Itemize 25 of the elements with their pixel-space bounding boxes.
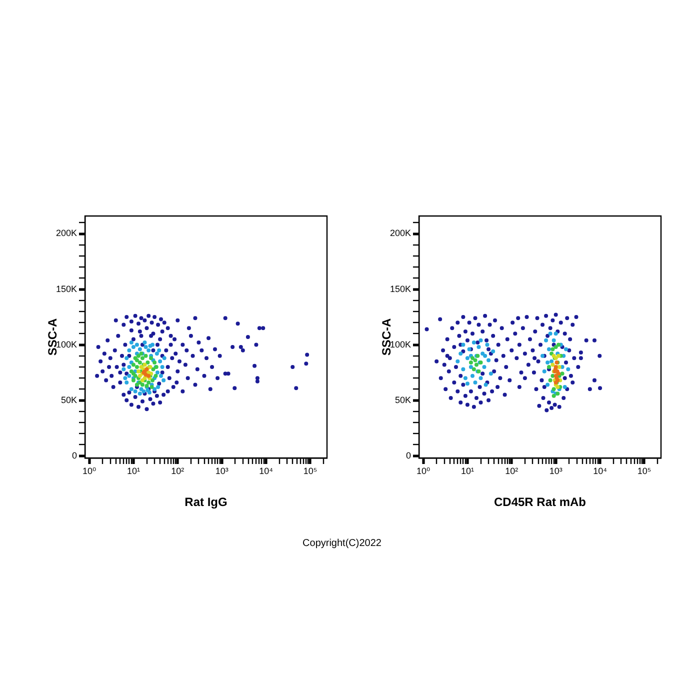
x-axis-title: Rat IgG [184,495,228,510]
x-tick-label: 10³ [215,466,228,476]
x-tick-label: 10³ [549,466,562,476]
y-tick-label: 100K [390,339,411,350]
y-tick-label: 0 [72,450,77,460]
y-tick-label: 200K [56,228,77,238]
y-tick-label: 150K [56,284,77,294]
y-tick-label: 200K [390,228,411,238]
x-tick-label: 10⁰ [416,466,430,476]
x-tick-label: 10² [505,466,518,476]
x-tick-label: 10⁴ [593,466,608,476]
y-tick-label: 50K [60,394,77,405]
x-tick-label: 10¹ [460,466,474,476]
x-tick-label: 10⁰ [82,466,96,476]
y-tick-label: 0 [406,450,411,460]
x-tick-label: 10² [171,466,184,476]
y-tick-label: 150K [390,284,411,294]
x-axis-title: CD45R Rat mAb [494,495,586,510]
y-tick-label: 100K [56,339,77,350]
x-tick-label: 10⁴ [259,466,274,476]
y-tick-label: 50K [394,394,411,405]
x-tick-label: 10⁵ [637,466,652,476]
text: Copyright(C)2022 [302,538,382,549]
x-tick-label: 10¹ [126,466,140,476]
x-tick-label: 10⁵ [303,466,318,476]
